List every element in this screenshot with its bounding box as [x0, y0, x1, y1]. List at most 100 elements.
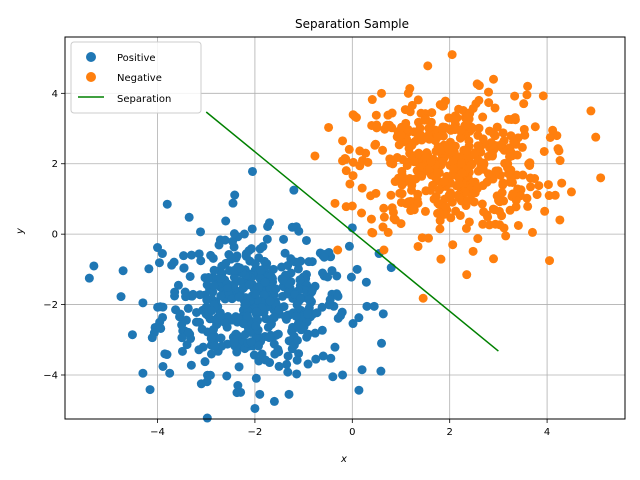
point-positive: [307, 285, 317, 295]
point-positive: [229, 272, 239, 282]
point-negative: [439, 177, 449, 187]
point-positive: [354, 385, 364, 395]
point-positive: [187, 250, 197, 260]
point-positive: [162, 199, 172, 209]
point-positive: [323, 272, 333, 282]
point-positive: [214, 240, 224, 250]
point-positive: [195, 290, 205, 300]
point-positive: [278, 275, 288, 285]
point-positive: [184, 212, 194, 222]
point-negative: [341, 202, 351, 212]
point-positive: [216, 274, 226, 284]
point-negative: [333, 245, 343, 255]
point-positive: [361, 277, 371, 287]
point-negative: [377, 88, 387, 98]
point-positive: [228, 198, 238, 208]
point-positive: [317, 325, 327, 335]
point-positive: [127, 330, 137, 340]
point-positive: [332, 271, 342, 281]
point-positive: [209, 265, 219, 275]
point-negative: [435, 145, 445, 155]
point-negative: [423, 61, 433, 71]
point-positive: [258, 242, 268, 252]
point-positive: [325, 295, 335, 305]
point-negative: [413, 241, 423, 251]
point-negative: [545, 132, 555, 142]
point-positive: [195, 317, 205, 327]
point-positive: [227, 294, 237, 304]
point-positive: [183, 327, 193, 337]
point-positive: [208, 325, 218, 335]
point-positive: [296, 294, 306, 304]
point-positive: [244, 280, 254, 290]
point-negative: [413, 189, 423, 199]
point-positive: [222, 371, 232, 381]
point-negative: [522, 90, 532, 100]
point-negative: [405, 107, 415, 117]
point-negative: [509, 137, 519, 147]
point-negative: [397, 173, 407, 183]
point-positive: [378, 309, 388, 319]
series-negative: [310, 50, 606, 303]
point-negative: [469, 197, 479, 207]
point-negative: [455, 210, 465, 220]
point-positive: [206, 349, 216, 359]
point-positive: [301, 235, 311, 245]
point-positive: [170, 287, 180, 297]
point-positive: [247, 166, 257, 176]
point-positive: [220, 235, 230, 245]
point-positive: [304, 257, 314, 267]
point-negative: [455, 133, 465, 143]
point-positive: [153, 243, 163, 253]
point-negative: [484, 87, 494, 97]
point-positive: [221, 258, 231, 268]
point-negative: [526, 182, 536, 192]
point-positive: [145, 385, 155, 395]
point-positive: [89, 261, 99, 271]
point-negative: [348, 110, 358, 120]
point-negative: [470, 148, 480, 158]
point-positive: [348, 319, 358, 329]
point-negative: [367, 95, 377, 105]
point-negative: [519, 124, 529, 134]
point-negative: [596, 173, 606, 183]
point-negative: [397, 122, 407, 132]
point-positive: [204, 272, 214, 282]
point-positive: [84, 273, 94, 283]
point-negative: [489, 254, 499, 264]
point-negative: [433, 168, 443, 178]
point-positive: [221, 216, 231, 226]
point-positive: [286, 254, 296, 264]
point-positive: [252, 307, 262, 317]
point-negative: [468, 246, 478, 256]
point-negative: [498, 178, 508, 188]
point-negative: [387, 108, 397, 118]
point-negative: [510, 91, 520, 101]
series-positive: [84, 166, 396, 423]
point-negative: [357, 183, 367, 193]
point-negative: [491, 166, 501, 176]
point-positive: [246, 327, 256, 337]
point-positive: [270, 349, 280, 359]
point-positive: [232, 388, 242, 398]
point-negative: [519, 99, 529, 109]
point-positive: [264, 218, 274, 228]
point-negative: [557, 178, 567, 188]
point-positive: [262, 234, 272, 244]
point-positive: [154, 258, 164, 268]
point-positive: [188, 289, 198, 299]
point-negative: [434, 185, 444, 195]
point-positive: [228, 236, 238, 246]
point-negative: [530, 122, 540, 132]
point-negative: [523, 81, 533, 91]
point-positive: [274, 361, 284, 371]
point-positive: [266, 271, 276, 281]
point-negative: [591, 132, 601, 142]
legend-negative-label: Negative: [117, 73, 162, 84]
point-negative: [446, 190, 456, 200]
point-positive: [157, 249, 167, 259]
point-negative: [477, 199, 487, 209]
point-positive: [303, 309, 313, 319]
point-negative: [474, 81, 484, 91]
point-positive: [216, 291, 226, 301]
